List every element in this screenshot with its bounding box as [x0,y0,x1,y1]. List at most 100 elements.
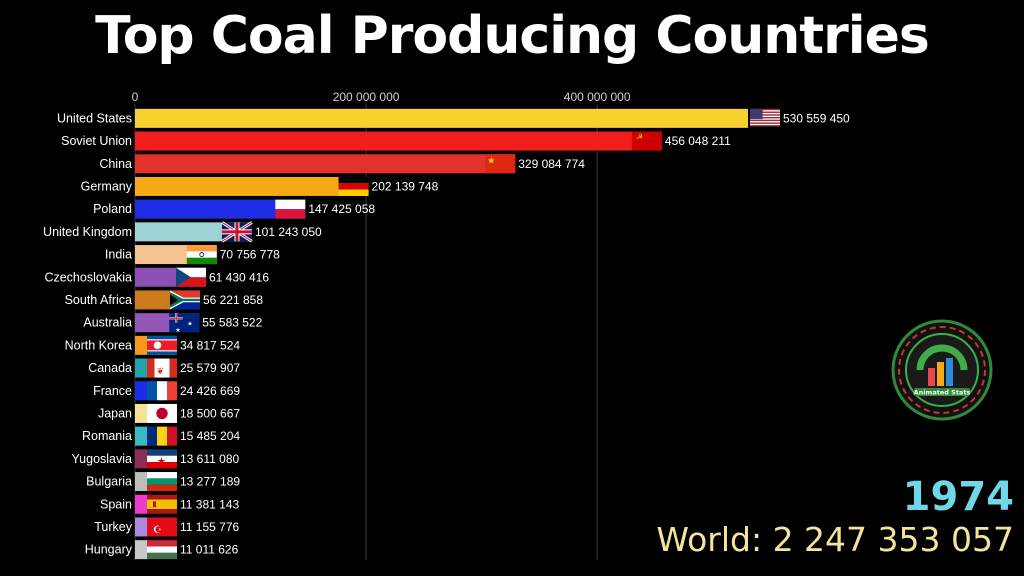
flag-part [750,123,780,126]
category-label: North Korea [65,338,132,352]
value-label: 11 381 143 [180,497,239,511]
value-label: 15 485 204 [180,429,240,443]
flag-australia-icon: ★★ [169,313,200,334]
flag-part [338,189,369,196]
flag-part [147,509,177,514]
value-label: 34 817 524 [180,338,240,352]
value-label: 101 243 050 [255,225,322,239]
value-label: 456 048 211 [665,134,731,148]
category-label: Yugoslavia [72,452,133,466]
bar [135,199,306,219]
bar [135,449,151,469]
flag-china-icon: ★ [485,154,516,174]
bar [135,154,516,174]
flag-part [169,358,177,378]
category-label: Soviet Union [61,134,132,148]
value-label: 24 426 669 [180,384,240,398]
flag-part [147,546,177,553]
flag-south-africa-icon [169,290,200,310]
flag-part [750,115,780,117]
flag-part [235,222,239,242]
x-tick-label: 0 [132,90,139,104]
flag-part [157,426,167,446]
flag-part [147,552,177,560]
flag-part [750,118,780,120]
flag-bulgaria-icon [147,472,177,492]
flag-part [147,478,177,485]
category-label: United States [57,111,132,125]
flag-part [167,381,177,401]
flag-romania-icon [147,426,177,446]
value-label: 11 155 776 [180,520,239,534]
flag-part [750,114,780,116]
flag-part [147,455,177,463]
flag-part [275,199,306,210]
category-label: Australia [83,316,132,330]
flag-part [750,122,780,124]
flag-part [147,517,177,537]
value-label: 61 430 416 [209,270,269,284]
flag-part: ★ [157,457,166,468]
world-total-label: World: [656,520,763,559]
world-total: World: 2 247 353 057 [656,520,1014,559]
flag-north-korea-icon [147,335,177,355]
category-label: France [93,384,132,398]
bar [135,540,148,560]
flag-france-icon [147,381,177,401]
flag-part [186,257,217,265]
flag-part [750,108,763,120]
flag-part [338,176,369,184]
flag-part [186,245,217,252]
flag-yugoslavia-icon: ★ [147,449,177,469]
flag-part [169,290,200,300]
flag-uk-icon [221,221,253,243]
flag-part [175,277,206,287]
category-label: South Africa [65,293,132,307]
flag-part [750,111,780,113]
value-label: 55 583 522 [202,316,262,330]
value-label: 11 011 626 [180,543,239,557]
flag-part [147,449,177,456]
category-label: Bulgaria [86,475,132,489]
bar [135,176,369,196]
flag-part [186,251,217,258]
category-label: Canada [88,361,132,375]
flag-spain-icon [147,494,177,514]
flag-part [167,426,177,446]
value-label: 147 425 058 [308,202,375,216]
category-label: United Kingdom [43,225,132,239]
x-tick-label: 400 000 000 [564,90,631,104]
category-label: Japan [98,406,132,420]
value-label: 25 579 907 [180,361,240,375]
category-label: India [105,248,132,262]
category-label: Czechoslovakia [44,270,132,284]
flag-part [147,381,157,401]
category-label: Poland [93,202,132,216]
value-label: 70 756 778 [220,248,280,262]
flag-part [147,540,177,547]
value-label: 18 500 667 [180,406,240,420]
world-total-value: 2 247 353 057 [772,520,1014,559]
x-tick-label: 200 000 000 [333,90,400,104]
flag-part [169,291,200,308]
flag-part [147,358,155,378]
flag-part [750,108,780,111]
category-label: China [99,157,132,171]
flag-part [147,499,177,509]
value-label: 56 221 858 [203,293,263,307]
flag-part [169,299,200,310]
bar [135,472,151,492]
flag-part [750,112,780,115]
flag-czechoslovakia-icon [175,267,206,287]
flag-canada-icon: ❦ [147,358,177,378]
flag-part [175,313,177,323]
year-label: 1974 [902,474,1014,520]
category-label: Hungary [85,543,133,557]
svg-text:Animated Stats: Animated Stats [914,389,971,397]
flag-part [153,341,162,350]
flag-india-icon [186,245,217,265]
flag-part [157,381,167,401]
bar [135,517,148,537]
flag-part [147,484,177,492]
